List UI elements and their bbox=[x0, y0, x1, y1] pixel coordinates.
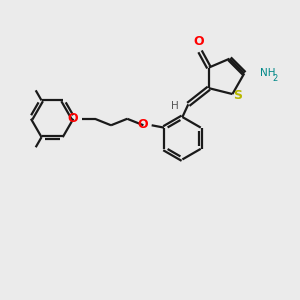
Text: 2: 2 bbox=[272, 74, 277, 83]
Text: O: O bbox=[137, 118, 148, 131]
Text: O: O bbox=[67, 112, 78, 125]
Text: O: O bbox=[193, 35, 204, 48]
Text: S: S bbox=[233, 89, 242, 102]
Text: H: H bbox=[171, 101, 179, 111]
Text: NH: NH bbox=[260, 68, 275, 78]
